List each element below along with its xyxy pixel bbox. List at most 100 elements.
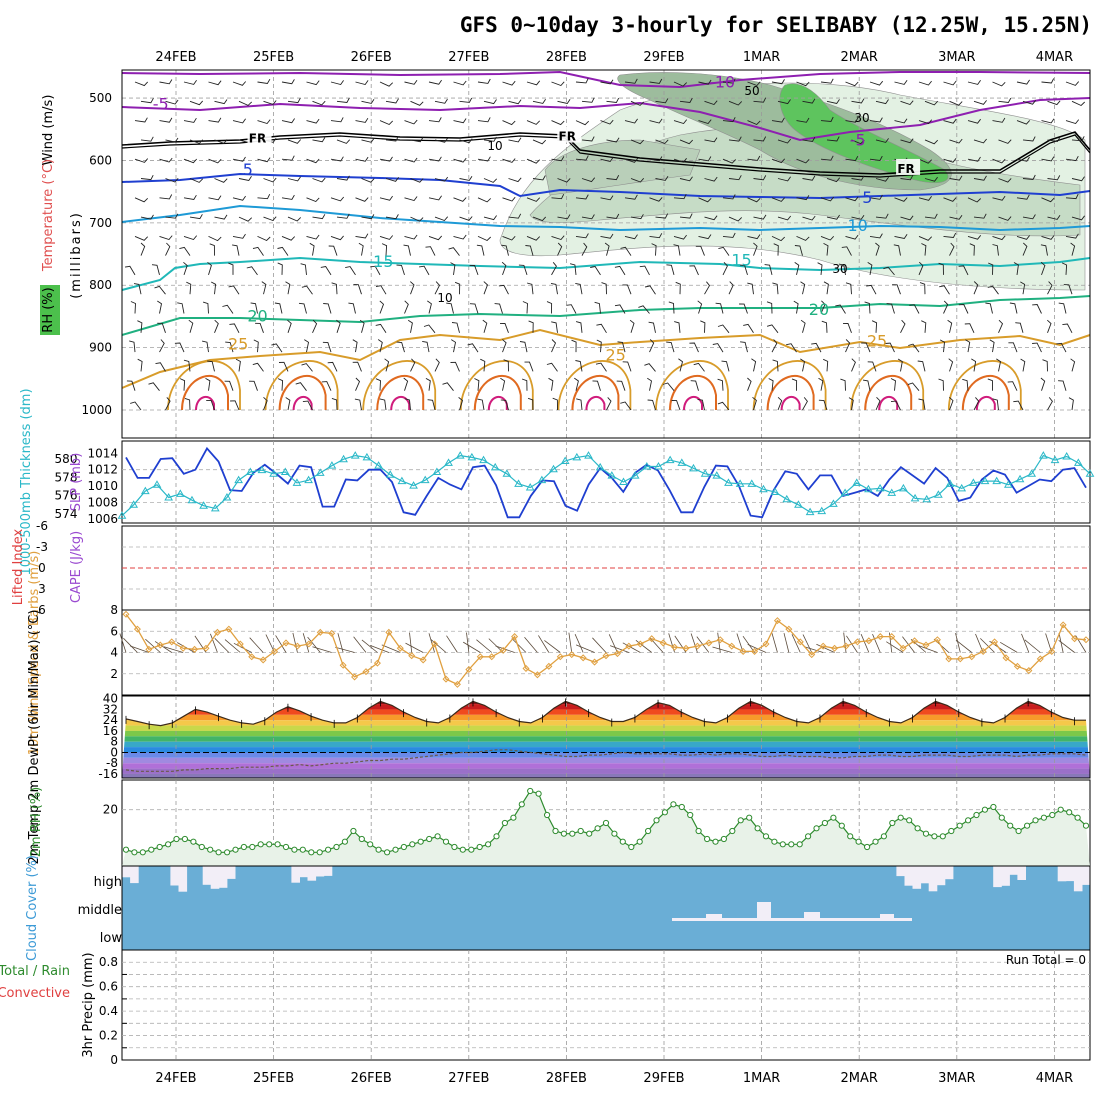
wind-barb — [548, 377, 554, 391]
date-label-top: 4MAR — [1036, 50, 1073, 65]
wind10m-point — [602, 652, 610, 660]
isotherm-label: -5 — [850, 130, 866, 149]
wind-barb — [184, 397, 191, 411]
wind-barb — [728, 281, 734, 295]
wind-barb — [766, 301, 773, 314]
wind-barb — [655, 175, 669, 181]
wind-barb — [624, 194, 638, 200]
wind10m-barb — [1058, 639, 1075, 653]
cloud-high-clear-bar — [130, 866, 139, 884]
thickness-point — [957, 483, 967, 492]
wind-barb — [263, 177, 277, 183]
wind-barb — [673, 158, 687, 163]
chart-title: GFS 0~10day 3-hourly for SELIBABY (12.25… — [460, 13, 1092, 37]
panel-frame — [121, 695, 1091, 779]
wind10m-barb — [302, 633, 310, 653]
wind-barb — [1020, 281, 1026, 295]
wind-barb — [704, 176, 718, 182]
rh-point — [645, 827, 652, 835]
wind-barb — [532, 175, 546, 181]
wind-barb — [689, 265, 699, 276]
date-label-top: 25FEB — [253, 50, 294, 65]
wind-barb — [450, 361, 460, 372]
wind10m-barb — [511, 638, 527, 653]
wind10m-barb — [544, 640, 561, 653]
thickness-point — [584, 451, 593, 459]
wind-barb — [379, 120, 394, 126]
wind-barb — [469, 264, 479, 276]
wind-barb — [575, 194, 589, 200]
wind-barb — [557, 242, 563, 256]
wind-barb — [949, 175, 963, 181]
wind-barb — [649, 339, 655, 353]
isotherm-loop-30 — [181, 375, 229, 411]
wind10m-barb — [381, 644, 401, 653]
wind-barb — [600, 79, 614, 85]
wind-barb — [973, 100, 987, 105]
rh-point — [518, 801, 525, 808]
wind-barb — [673, 244, 681, 256]
wind-barb — [698, 234, 712, 240]
wind-barb — [590, 265, 601, 276]
wind-barb — [630, 139, 645, 145]
wind-barb — [886, 303, 895, 314]
wind10m-point — [522, 664, 530, 672]
wind-barb — [502, 339, 507, 353]
wind-barb — [434, 216, 449, 222]
wind-barb — [323, 303, 332, 314]
wind-barb — [183, 117, 197, 123]
wind-barb — [851, 139, 865, 145]
isotherm-loop-30 — [376, 375, 425, 411]
rh-point — [796, 841, 803, 848]
thickness-point — [560, 456, 570, 465]
wind-barb — [848, 397, 854, 411]
wind-barb — [802, 175, 816, 181]
temp-band — [122, 725, 1090, 731]
isotherm-loop-25 — [264, 360, 339, 411]
wind-barb — [355, 156, 369, 162]
wind-barb — [165, 397, 171, 411]
wind-barb — [967, 156, 981, 162]
wind-barb — [1022, 174, 1036, 180]
thickness-point — [222, 492, 232, 501]
rh-point — [847, 833, 854, 840]
rh-point — [367, 841, 374, 848]
wind-barb — [969, 243, 975, 256]
thickness-axis-title: 1000-500mb Thickness (dm) — [19, 388, 34, 575]
precip-tick-label: 0.2 — [99, 1029, 118, 1043]
wind10m-point — [613, 650, 621, 658]
wind-barb — [250, 302, 258, 314]
wind-barb — [501, 244, 509, 256]
cloud-high-clear-bar — [1057, 866, 1067, 882]
wind-barb — [649, 156, 663, 162]
upper-air-temp-label: Temperature (°C) — [41, 159, 56, 272]
wind-barb — [1041, 118, 1055, 124]
wind10m-point — [968, 653, 976, 661]
rh-point — [240, 843, 247, 851]
wind-barb — [1041, 156, 1055, 162]
wind-barb — [604, 242, 610, 256]
wind-barb — [1047, 281, 1053, 295]
wind-barb — [508, 213, 522, 219]
rh-point — [308, 849, 315, 856]
cloud-high-clear-bar — [307, 866, 317, 881]
wind-barb — [644, 363, 656, 372]
wind10m-barb — [446, 635, 458, 653]
rh-point — [628, 843, 635, 851]
wind-barb — [551, 235, 565, 241]
wind-barb — [1065, 193, 1079, 200]
wind10m-barb — [955, 633, 961, 653]
wind-barb — [918, 158, 933, 164]
thickness-point — [735, 479, 745, 487]
thickness-point — [887, 488, 897, 496]
thickness-point — [490, 462, 500, 471]
wind-barb — [306, 234, 320, 240]
rh-point — [510, 814, 517, 821]
wind10m-barb — [428, 633, 435, 653]
wind-barb — [796, 158, 810, 164]
wind-barb — [1061, 262, 1068, 275]
pressure-tick-label: 1000 — [81, 403, 112, 417]
wind-barb — [771, 117, 785, 123]
wind-barb — [679, 97, 693, 103]
cloud-high-clear-bar — [912, 866, 922, 889]
